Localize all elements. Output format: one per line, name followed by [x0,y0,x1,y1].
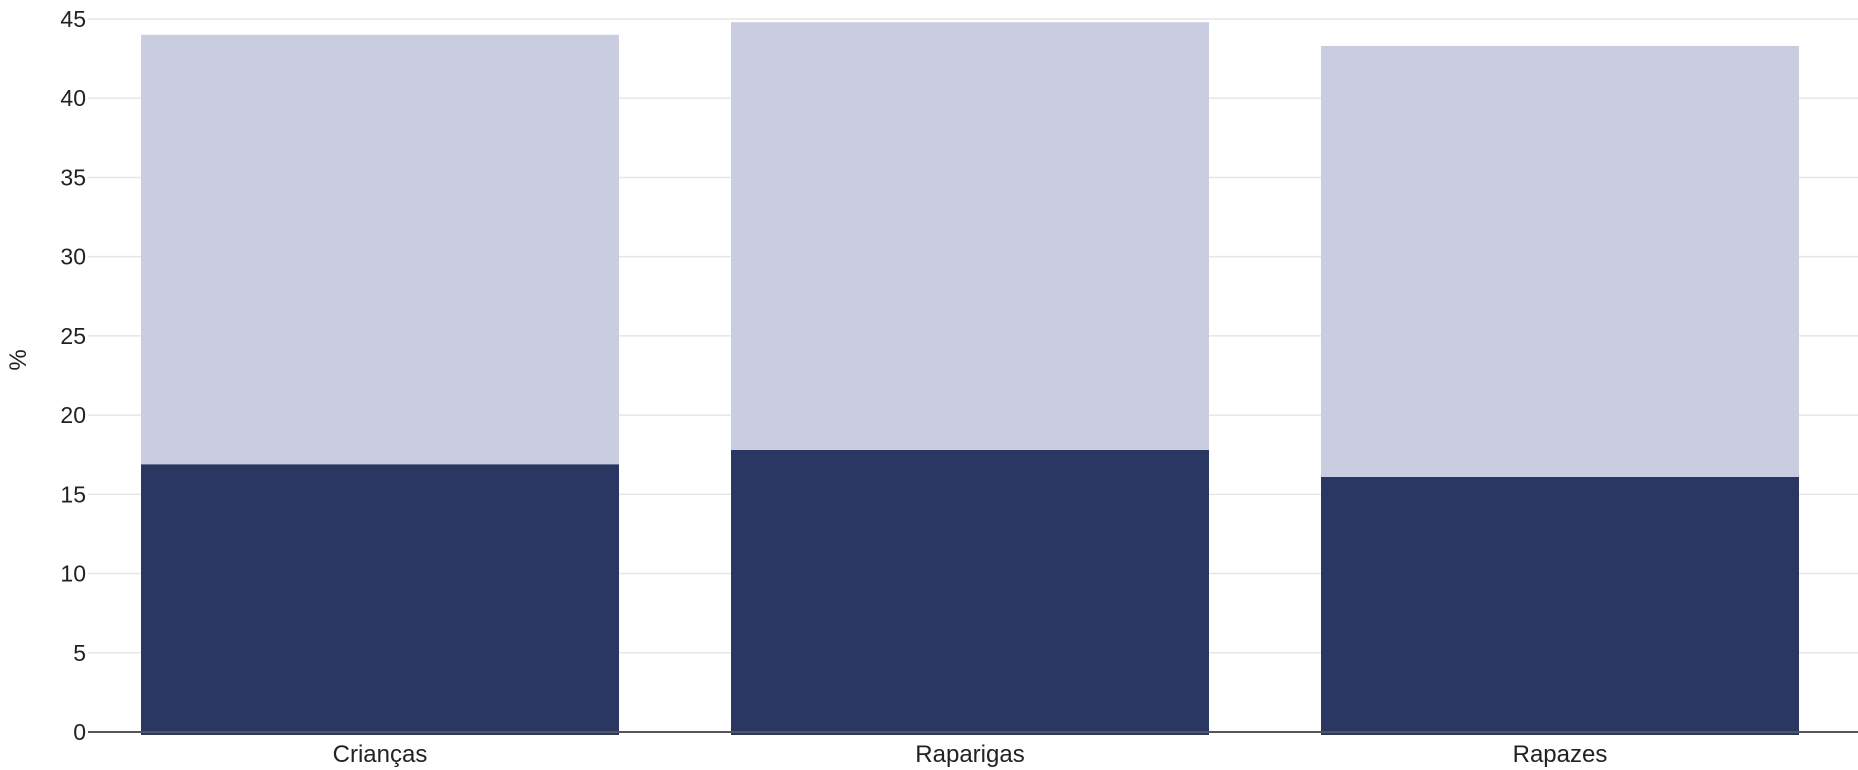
y-tick-label: 15 [60,481,86,507]
bar-segment [731,449,1209,735]
y-tick-label: 0 [73,719,86,745]
y-tick-label: 25 [60,323,86,349]
y-axis-title: % [5,349,32,370]
x-category-label: Crianças [333,741,428,768]
y-tick-label: 40 [60,85,86,111]
y-tick-label: 10 [60,561,86,587]
y-tick-label: 20 [60,402,86,428]
bars [141,22,1799,735]
bar-segment [1321,476,1799,735]
y-axis-ticks: 0 5 10 15 20 25 30 35 40 45 [60,6,86,745]
bar-segment [731,22,1209,450]
bar-segment [141,34,619,465]
y-tick-label: 45 [60,6,86,32]
bar-segment [1321,45,1799,477]
bar-segment [141,464,619,735]
x-category-label: Raparigas [915,741,1024,768]
y-tick-label: 35 [60,164,86,190]
y-tick-label: 30 [60,244,86,270]
x-axis-categories: Crianças Raparigas Rapazes [333,741,1608,768]
y-tick-label: 5 [73,640,86,666]
x-category-label: Rapazes [1513,741,1608,768]
